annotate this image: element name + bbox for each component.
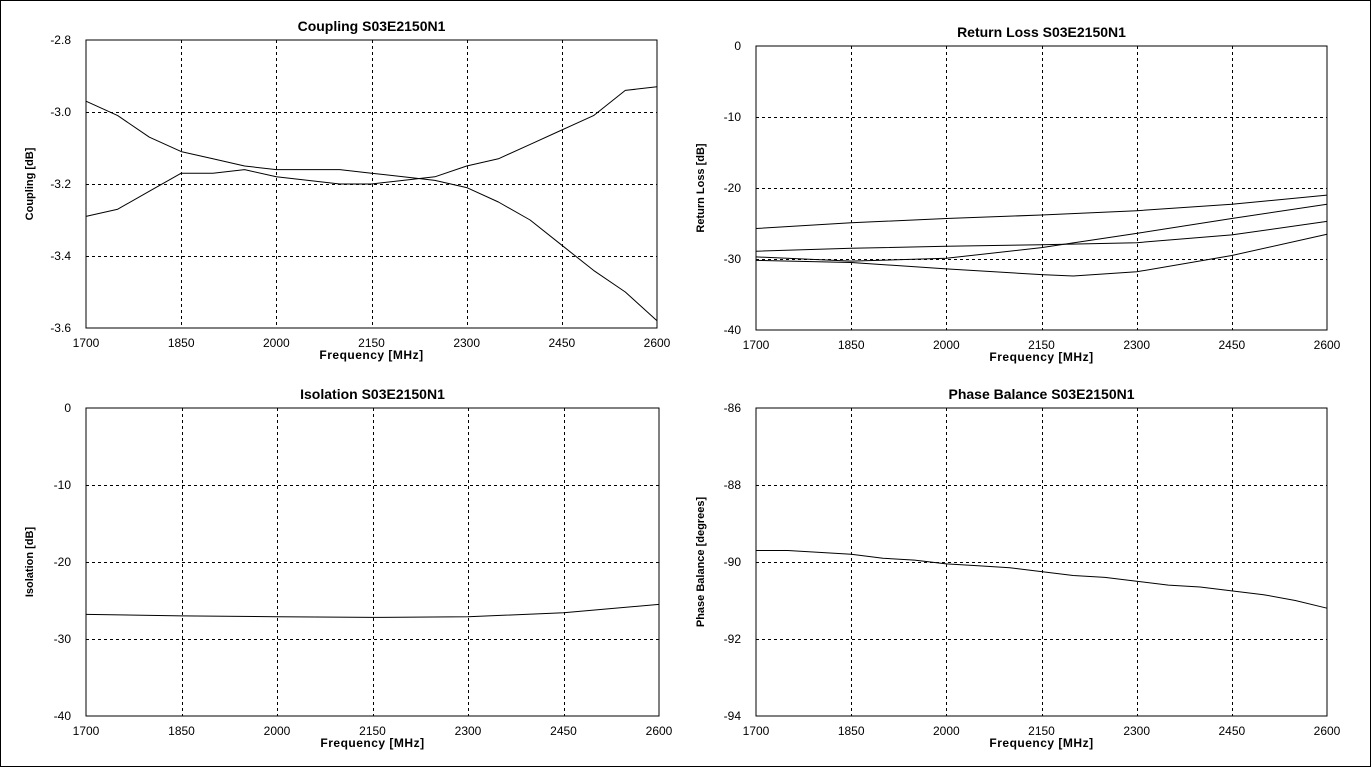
isolation-ytick-label: -30 xyxy=(54,632,72,646)
return-loss-series-2-line xyxy=(755,220,1328,252)
coupling-xtick-label: 2300 xyxy=(453,336,480,350)
return-loss-xlabel: Frequency [MHz] xyxy=(989,350,1093,364)
isolation-series-1-line xyxy=(85,603,660,618)
return-loss-ytick-label: -40 xyxy=(724,323,742,337)
phase-balance-xtick-label: 2450 xyxy=(1218,724,1245,738)
phase-balance-xtick-label: 2000 xyxy=(933,724,960,738)
coupling-ytick-label: -3.2 xyxy=(50,177,71,191)
phase-balance-ylabel: Phase Balance [degrees] xyxy=(695,497,707,628)
phase-balance-series-1-line xyxy=(756,550,1328,609)
return-loss-ylabel: Return Loss [dB] xyxy=(695,143,707,233)
return-loss-title: Return Loss S03E2150N1 xyxy=(957,24,1126,40)
isolation-ytick-label: -40 xyxy=(54,709,72,723)
return-loss-ytick-label: -10 xyxy=(724,110,742,124)
return-loss-xtick-label: 1700 xyxy=(743,338,770,352)
phase-balance-ytick-label: -86 xyxy=(724,401,742,415)
coupling-series-1-line xyxy=(85,100,658,322)
isolation-xtick-label: 2300 xyxy=(455,724,482,738)
return-loss-xtick-label: 2300 xyxy=(1123,338,1150,352)
return-loss-xtick-label: 2600 xyxy=(1314,338,1341,352)
isolation-ytick-label: 0 xyxy=(64,401,71,415)
isolation-title: Isolation S03E2150N1 xyxy=(300,386,445,402)
return-loss-ytick-label: 0 xyxy=(734,39,741,53)
isolation-xtick-label: 2000 xyxy=(264,724,291,738)
isolation-xtick-label: 2600 xyxy=(646,724,673,738)
coupling-xtick-label: 2450 xyxy=(548,336,575,350)
return-loss-ytick-label: -30 xyxy=(724,252,742,266)
coupling-ytick-label: -3.0 xyxy=(50,105,71,119)
return-loss-xtick-label: 2150 xyxy=(1028,338,1055,352)
phase-balance-ytick-label: -88 xyxy=(724,478,742,492)
coupling-ytick-label: -3.6 xyxy=(50,321,71,335)
return-loss-series-3-line xyxy=(755,203,1328,262)
phase-balance-ytick-label: -94 xyxy=(724,709,742,723)
isolation-plot-area xyxy=(85,407,660,717)
return-loss-series-1-line xyxy=(755,194,1328,229)
return-loss-chart: 1700 1850 2000 2150 2300 2450 2600 0 -10 -20 -30 -4… xyxy=(695,24,1341,364)
phase-balance-xlabel: Frequency [MHz] xyxy=(989,736,1093,750)
coupling-chart: 1700 1850 2000 2150 2300 2450 2600 -2.8 -3.0 -3.2… xyxy=(24,18,671,362)
isolation-chart: 1700 1850 2000 2150 2300 2450 2600 0 -10 -20 -30 -4… xyxy=(24,386,673,750)
coupling-ylabel: Coupling [dB] xyxy=(24,147,36,220)
isolation-ytick-label: -10 xyxy=(54,478,72,492)
coupling-xtick-label: 2150 xyxy=(358,336,385,350)
return-loss-xtick-label: 2000 xyxy=(933,338,960,352)
phase-balance-xtick-label: 2600 xyxy=(1314,724,1341,738)
phase-balance-ytick-label: -90 xyxy=(724,555,742,569)
return-loss-xtick-label: 2450 xyxy=(1218,338,1245,352)
isolation-xlabel: Frequency [MHz] xyxy=(320,736,424,750)
phase-balance-title: Phase Balance S03E2150N1 xyxy=(948,386,1134,402)
coupling-title: Coupling S03E2150N1 xyxy=(298,18,446,34)
phase-balance-xtick-label: 1700 xyxy=(743,724,770,738)
coupling-xtick-label: 2600 xyxy=(644,336,671,350)
return-loss-series-4-line xyxy=(755,233,1328,277)
return-loss-xtick-label: 1850 xyxy=(838,338,865,352)
isolation-ytick-label: -20 xyxy=(54,555,72,569)
phase-balance-xtick-label: 1850 xyxy=(838,724,865,738)
phase-balance-xtick-label: 2300 xyxy=(1123,724,1150,738)
phase-balance-ytick-label: -92 xyxy=(724,632,742,646)
phase-balance-xtick-label: 2150 xyxy=(1028,724,1055,738)
coupling-xtick-label: 2000 xyxy=(263,336,290,350)
coupling-ytick-label: -2.8 xyxy=(50,33,71,47)
coupling-series-2-line xyxy=(85,86,658,217)
return-loss-ytick-label: -20 xyxy=(724,181,742,195)
coupling-ytick-label: -3.4 xyxy=(50,249,71,263)
coupling-xtick-label: 1700 xyxy=(73,336,100,350)
coupling-xtick-label: 1850 xyxy=(168,336,195,350)
isolation-xtick-label: 1850 xyxy=(168,724,195,738)
isolation-xtick-label: 2450 xyxy=(550,724,577,738)
isolation-xtick-label: 1700 xyxy=(73,724,100,738)
isolation-ylabel: Isolation [dB] xyxy=(24,527,36,598)
coupling-xlabel: Frequency [MHz] xyxy=(319,348,423,362)
isolation-xtick-label: 2150 xyxy=(359,724,386,738)
phase-balance-chart: 1700 1850 2000 2150 2300 2450 2600 -86 -88 -90 -92… xyxy=(695,386,1341,750)
